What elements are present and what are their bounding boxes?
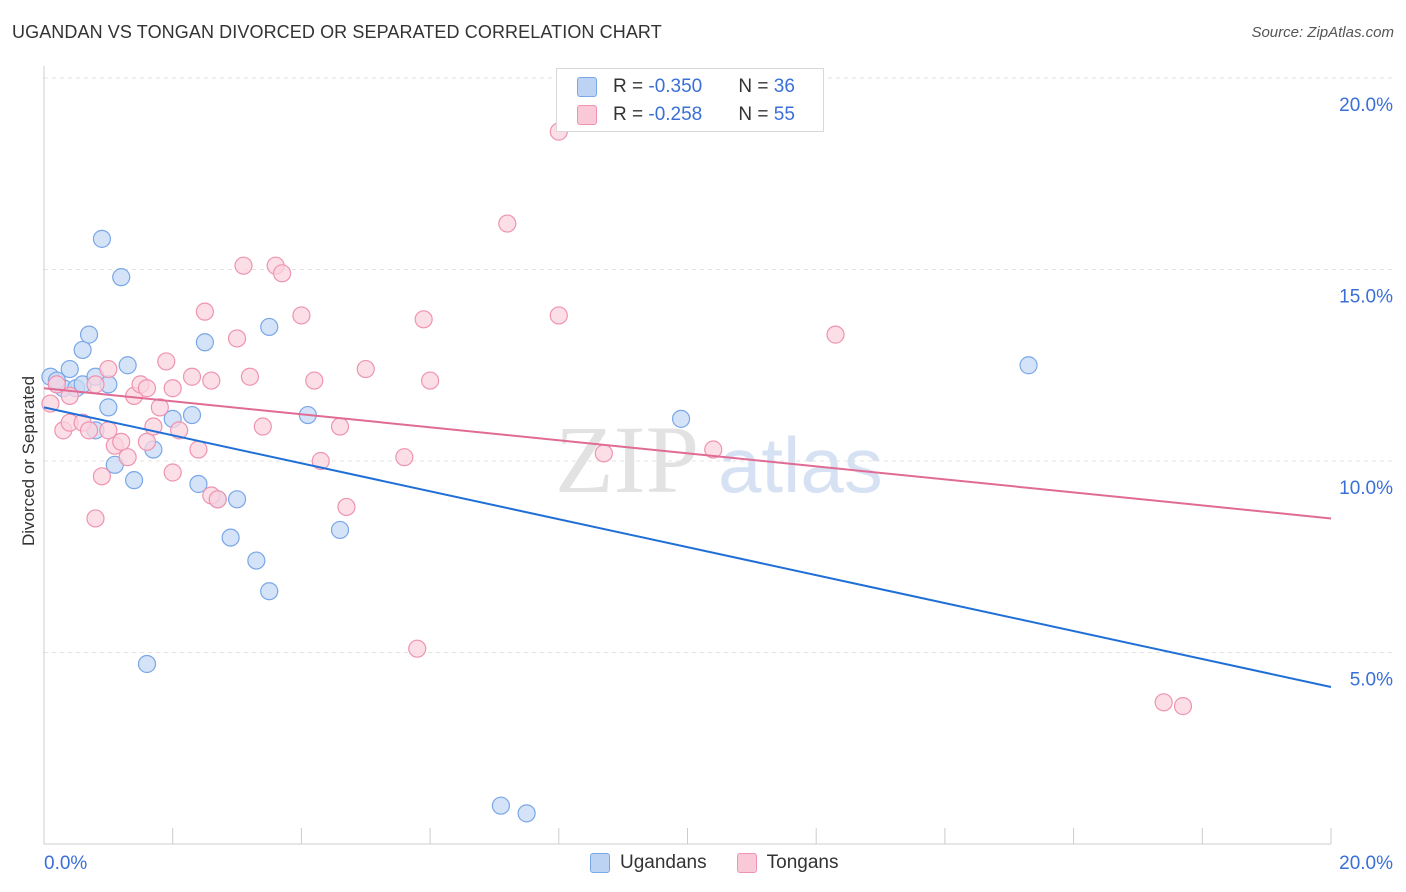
point-tongans-41[interactable] [337, 497, 356, 517]
point-ugandans-33[interactable] [671, 409, 691, 428]
x-tick-label: 20.0% [1339, 853, 1393, 874]
trend-line-ugandans [43, 406, 1332, 688]
point-tongans-21[interactable] [157, 352, 176, 371]
point-tongans-9[interactable] [92, 467, 112, 486]
legend-box: R = -0.350 N = 36 R = -0.258 N = 55 [556, 68, 824, 132]
point-tongans-39[interactable] [311, 451, 330, 471]
legend-row-ugandans: R = -0.350 N = 36 [577, 75, 795, 99]
point-ugandans-27[interactable] [260, 317, 279, 337]
point-tongans-38[interactable] [305, 371, 324, 390]
point-ugandans-15[interactable] [118, 356, 137, 375]
point-ugandans-24[interactable] [221, 528, 240, 547]
point-ugandans-21[interactable] [189, 474, 208, 494]
point-ugandans-10[interactable] [92, 229, 112, 248]
point-tongans-51[interactable] [704, 440, 723, 459]
series-legend-tongans[interactable]: Tongans [736, 852, 839, 874]
point-ugandans-20[interactable] [182, 405, 202, 425]
point-tongans-47[interactable] [498, 214, 517, 233]
series-label-tongans: Tongans [766, 852, 839, 873]
series-label-ugandans: Ugandans [620, 852, 707, 873]
y-tick-label: 5.0% [1350, 670, 1393, 691]
legend-n-ugandans: 36 [773, 76, 795, 97]
legend-row-tongans: R = -0.258 N = 55 [577, 103, 795, 127]
series-legend-ugandans[interactable]: Ugandans [590, 852, 707, 874]
point-tongans-23[interactable] [163, 463, 182, 482]
source-label: Source: ZipAtlas.com [1251, 24, 1394, 41]
y-tick-label: 20.0% [1339, 95, 1393, 116]
series-legend: Ugandans Tongans [590, 852, 868, 874]
point-tongans-42[interactable] [356, 359, 375, 379]
point-ugandans-7[interactable] [79, 325, 99, 344]
y-tick-label: 15.0% [1339, 287, 1393, 308]
point-tongans-31[interactable] [227, 329, 247, 348]
point-tongans-7[interactable] [86, 375, 105, 394]
point-tongans-33[interactable] [240, 367, 260, 386]
point-tongans-54[interactable] [1173, 697, 1193, 716]
legend-r-label: R = [613, 76, 649, 97]
point-tongans-22[interactable] [163, 379, 182, 398]
point-tongans-17[interactable] [137, 379, 157, 398]
legend-n-label: N = [738, 104, 774, 125]
point-tongans-34[interactable] [253, 417, 272, 436]
point-tongans-8[interactable] [86, 509, 105, 528]
point-ugandans-22[interactable] [195, 333, 214, 352]
point-ugandans-31[interactable] [491, 796, 510, 815]
point-tongans-37[interactable] [292, 306, 311, 325]
point-tongans-27[interactable] [195, 302, 214, 321]
legend-swatch-ugandans [577, 77, 597, 97]
point-tongans-24[interactable] [170, 421, 189, 440]
point-tongans-10[interactable] [99, 359, 118, 379]
point-tongans-13[interactable] [112, 432, 131, 451]
point-tongans-20[interactable] [150, 398, 169, 417]
point-tongans-14[interactable] [118, 448, 137, 467]
point-tongans-49[interactable] [549, 306, 568, 325]
point-ugandans-14[interactable] [112, 268, 131, 287]
point-ugandans-26[interactable] [247, 551, 266, 570]
legend-n-tongans: 55 [773, 104, 795, 125]
trend-line-tongans [43, 387, 1332, 520]
x-tick-label: 0.0% [44, 853, 87, 874]
series-swatch-tongans [736, 853, 757, 873]
point-ugandans-17[interactable] [137, 654, 157, 674]
point-tongans-52[interactable] [826, 325, 845, 344]
point-tongans-28[interactable] [202, 371, 221, 390]
chart-title: UGANDAN VS TONGAN DIVORCED OR SEPARATED … [12, 22, 662, 42]
point-ugandans-16[interactable] [124, 471, 144, 490]
point-tongans-25[interactable] [182, 367, 202, 386]
legend-n-label: N = [738, 76, 774, 97]
point-tongans-30[interactable] [208, 490, 227, 509]
y-axis-title: Divorced or Separated [19, 376, 38, 546]
point-tongans-53[interactable] [1154, 693, 1173, 712]
point-ugandans-25[interactable] [227, 490, 247, 509]
point-ugandans-3[interactable] [60, 359, 79, 379]
point-ugandans-28[interactable] [260, 582, 279, 601]
point-ugandans-12[interactable] [99, 398, 118, 417]
y-tick-label: 10.0% [1339, 478, 1393, 499]
point-tongans-18[interactable] [137, 432, 157, 451]
point-ugandans-32[interactable] [517, 804, 536, 823]
point-tongans-40[interactable] [330, 417, 350, 436]
point-tongans-46[interactable] [421, 371, 440, 390]
point-ugandans-30[interactable] [330, 520, 350, 540]
point-tongans-26[interactable] [189, 440, 208, 459]
point-tongans-44[interactable] [408, 639, 427, 658]
point-ugandans-34[interactable] [1019, 356, 1038, 375]
legend-r-label: R = [613, 104, 649, 125]
point-tongans-36[interactable] [272, 264, 292, 283]
point-tongans-32[interactable] [234, 256, 253, 275]
point-tongans-50[interactable] [594, 444, 613, 463]
point-tongans-43[interactable] [395, 448, 414, 467]
point-ugandans-6[interactable] [73, 340, 92, 360]
point-tongans-45[interactable] [414, 310, 433, 329]
series-swatch-ugandans [590, 853, 610, 873]
point-tongans-6[interactable] [79, 421, 99, 440]
legend-r-ugandans: -0.350 [648, 76, 703, 97]
legend-swatch-tongans [577, 105, 597, 125]
legend-r-tongans: -0.258 [648, 104, 703, 125]
